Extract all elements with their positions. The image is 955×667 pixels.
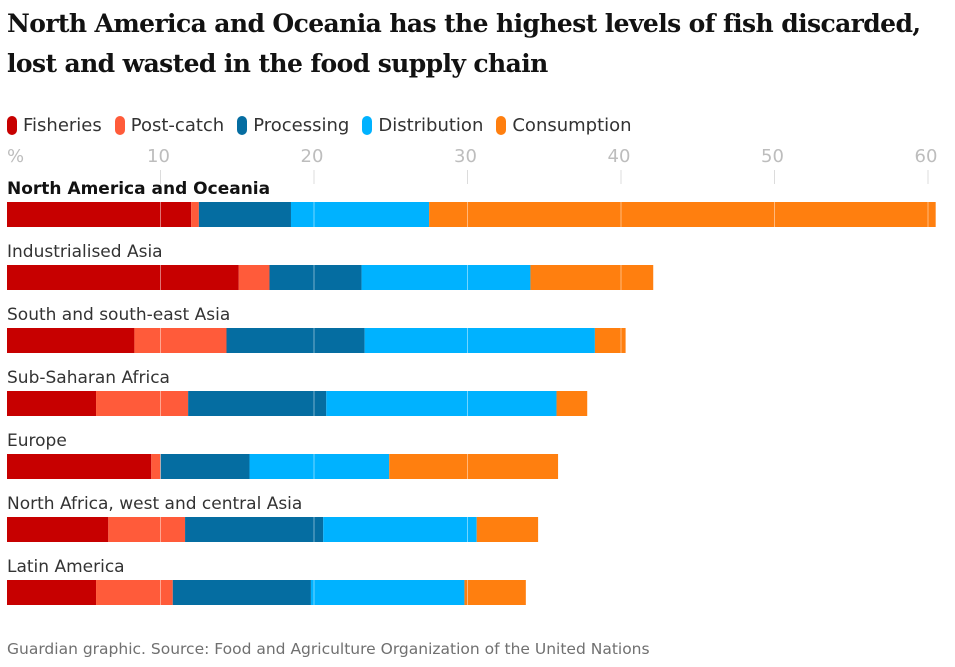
category-labels: North America and Oceania Industrialised … — [7, 179, 302, 577]
bar-south-and-south-east-asia-processing — [226, 328, 365, 353]
legend-swatch-consumption — [496, 115, 507, 135]
category-label-north-america-and-oceania: North America and Oceania — [7, 179, 270, 199]
legend-swatch-post-catch — [114, 115, 125, 135]
legend-swatch-processing — [237, 115, 248, 135]
legend-item-fisheries: Fisheries — [7, 115, 102, 136]
bar-sub-saharan-africa-processing — [188, 391, 327, 416]
legend-item-post-catch: Post-catch — [114, 114, 225, 136]
bar-north-africa-west-and-central-asia-fisheries — [7, 517, 109, 542]
bar-north-africa-west-and-central-asia-distribution — [323, 517, 477, 542]
bar-europe-post-catch — [151, 454, 161, 479]
category-label-industrialised-asia: Industrialised Asia — [7, 242, 163, 262]
bar-industrialised-asia-fisheries — [7, 265, 239, 290]
bar-south-and-south-east-asia-fisheries — [7, 328, 135, 353]
bar-latin-america-fisheries — [7, 580, 97, 605]
x-tick-50: 50 — [761, 146, 784, 167]
bar-europe-fisheries — [7, 454, 152, 479]
legend-swatch-distribution — [362, 115, 373, 135]
x-axis-ticks: % 10 20 30 40 50 60 — [7, 146, 937, 167]
category-label-europe: Europe — [7, 431, 67, 451]
bar-sub-saharan-africa-distribution — [326, 391, 557, 416]
category-label-sub-saharan-africa: Sub-Saharan Africa — [7, 368, 170, 388]
x-tick-30: 30 — [454, 146, 477, 167]
x-tick-percent: % — [7, 146, 24, 167]
bar-europe-consumption — [389, 454, 559, 479]
x-tick-40: 40 — [608, 146, 631, 167]
category-label-latin-america: Latin America — [7, 557, 125, 577]
bar-north-america-and-oceania-distribution — [290, 202, 430, 227]
bar-latin-america-processing — [172, 580, 311, 605]
bar-north-africa-west-and-central-asia-processing — [185, 517, 324, 542]
bar-latin-america-post-catch — [96, 580, 173, 605]
bar-europe-processing — [160, 454, 250, 479]
x-tick-20: 20 — [301, 146, 324, 167]
bar-south-and-south-east-asia-distribution — [364, 328, 595, 353]
bar-sub-saharan-africa-post-catch — [96, 391, 189, 416]
bars-layer — [7, 202, 936, 605]
legend-label-processing: Processing — [253, 114, 350, 136]
bar-europe-distribution — [249, 454, 390, 479]
bar-sub-saharan-africa-fisheries — [7, 391, 97, 416]
legend: Fisheries Post-catch Processing Distribu… — [7, 113, 645, 137]
legend-item-processing: Processing — [237, 115, 349, 136]
bar-industrialised-asia-processing — [269, 265, 362, 290]
legend-item-distribution: Distribution — [362, 115, 483, 136]
bar-sub-saharan-africa-consumption — [556, 391, 588, 416]
bar-industrialised-asia-distribution — [361, 265, 531, 290]
bar-latin-america-consumption — [464, 580, 526, 605]
bar-north-america-and-oceania-fisheries — [7, 202, 192, 227]
bar-north-america-and-oceania-consumption — [429, 202, 936, 227]
category-label-south-and-south-east-asia: South and south-east Asia — [7, 305, 230, 325]
x-tick-60: 60 — [915, 146, 938, 167]
source-note: Guardian graphic. Source: Food and Agric… — [7, 640, 650, 658]
bar-industrialised-asia-post-catch — [238, 265, 270, 290]
bar-south-and-south-east-asia-consumption — [594, 328, 626, 353]
category-label-north-africa-west-and-central-asia: North Africa, west and central Asia — [7, 494, 302, 514]
x-tick-10: 10 — [147, 146, 170, 167]
legend-item-consumption: Consumption — [496, 114, 632, 136]
bar-north-africa-west-and-central-asia-post-catch — [108, 517, 186, 542]
legend-label-distribution: Distribution — [378, 114, 484, 136]
bar-north-america-and-oceania-post-catch — [191, 202, 199, 227]
bar-latin-america-distribution — [310, 580, 465, 605]
legend-swatch-fisheries — [7, 115, 17, 135]
legend-label-fisheries: Fisheries — [23, 114, 102, 136]
bar-north-africa-west-and-central-asia-consumption — [476, 517, 539, 542]
bar-industrialised-asia-consumption — [530, 265, 654, 290]
legend-label-consumption: Consumption — [512, 114, 632, 136]
chart-title: North America and Oceania has the highes… — [7, 9, 921, 78]
stacked-bar-chart: % 10 20 30 40 50 60 North America and Oceania I… — [7, 146, 937, 610]
bar-south-and-south-east-asia-post-catch — [134, 328, 227, 353]
bar-north-america-and-oceania-processing — [198, 202, 291, 227]
legend-label-post-catch: Post-catch — [130, 114, 225, 136]
grid-layer — [160, 170, 929, 610]
